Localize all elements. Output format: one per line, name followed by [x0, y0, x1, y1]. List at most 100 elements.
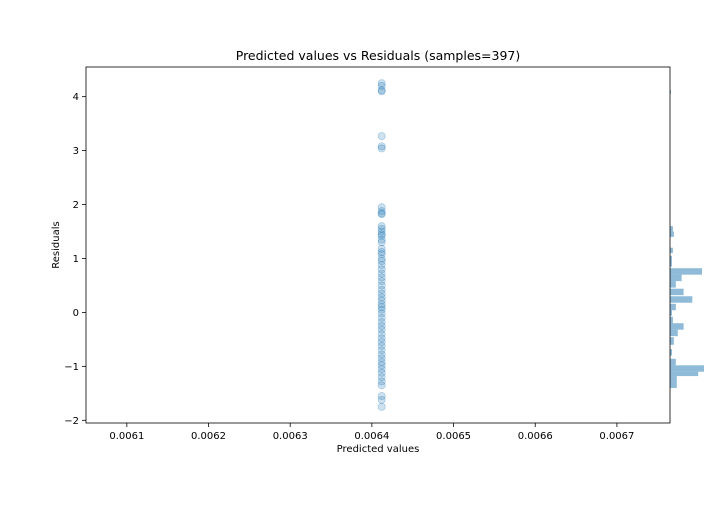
scatter-point [377, 210, 386, 219]
scatter-point [377, 144, 386, 153]
scatter-point [377, 350, 386, 359]
scatter-point [377, 257, 386, 266]
histogram-bar [670, 382, 677, 388]
scatter-point [377, 132, 386, 140]
scatter-point [377, 254, 386, 263]
scatter-point [377, 325, 386, 334]
scatter-point [377, 381, 386, 390]
x-tick-label: 0.0062 [191, 431, 226, 442]
scatter-point [377, 207, 386, 215]
scatter-point [377, 269, 386, 278]
scatter-point [377, 285, 386, 294]
histogram-bar [670, 261, 672, 267]
scatter-point [377, 392, 386, 400]
histogram-bar [670, 371, 699, 377]
scatter-point [377, 87, 386, 96]
x-tick-label: 0.0067 [599, 431, 634, 442]
scatter-point [377, 377, 386, 386]
scatter-point [377, 346, 386, 355]
scatter-point [377, 395, 386, 404]
x-tick-label: 0.0061 [109, 431, 144, 442]
histogram-bar [670, 255, 672, 262]
y-tick-label: −2 [64, 416, 79, 427]
scatter-point [377, 81, 386, 90]
scatter-point [377, 224, 386, 233]
histogram-bar [670, 296, 693, 303]
y-tick-label: 4 [73, 92, 79, 103]
histogram-bar [670, 281, 676, 288]
histogram-bar [670, 337, 674, 345]
y-tick-label: 0 [73, 308, 79, 319]
scatter-point [377, 227, 386, 236]
histogram-bar [670, 310, 672, 316]
histogram-bar [670, 226, 673, 232]
histogram-bar [670, 288, 684, 296]
scatter-point [377, 238, 386, 247]
scatter-point [377, 330, 386, 338]
y-tick-label: 2 [73, 200, 79, 211]
scatter-point [377, 230, 386, 239]
x-axis: 0.0061 0.0062 0.0063 0.0064 0.0065 0.0066 0.00… [109, 423, 634, 442]
histogram-bar [670, 329, 678, 337]
histogram-bar [670, 231, 674, 237]
scatter-point [377, 296, 386, 305]
scatter-point [377, 368, 386, 377]
scatter-point [377, 338, 386, 347]
scatter-point [377, 244, 386, 253]
histogram-bar [670, 247, 673, 254]
scatter-point [377, 361, 386, 370]
scatter-point [377, 203, 386, 212]
x-tick-label: 0.0063 [273, 431, 308, 442]
y-tick-label: 1 [73, 254, 79, 265]
scatter-point [377, 235, 386, 244]
plot-frame [85, 66, 671, 424]
histogram-bar [670, 268, 703, 275]
residual-histogram [670, 90, 704, 388]
y-axis-label: Residuals [51, 221, 62, 268]
scatter-point [377, 289, 386, 298]
scatter-point [377, 265, 386, 274]
scatter-point [377, 222, 386, 231]
y-axis: −2 −1 0 1 2 3 4 [64, 92, 86, 427]
scatter-point [377, 318, 386, 327]
y-tick-label: 3 [73, 146, 79, 157]
histogram-bar [670, 323, 684, 330]
histogram-bar [670, 303, 676, 311]
scatter-point [377, 86, 386, 95]
scatter-point [377, 334, 386, 343]
scatter-point [377, 277, 386, 286]
scatter-point [377, 354, 386, 363]
chart-title: Predicted values vs Residuals (samples=3… [236, 48, 521, 63]
histogram-bar [670, 90, 671, 94]
histogram-bar [670, 358, 676, 366]
scatter-point [377, 309, 386, 318]
scatter-point [377, 358, 386, 366]
scatter-point [377, 321, 386, 330]
scatter-point [377, 373, 386, 382]
x-tick-label: 0.0065 [436, 431, 471, 442]
scatter-point [377, 79, 386, 88]
histogram-bar [670, 349, 672, 356]
histogram-bar [670, 316, 673, 324]
scatter-point [377, 248, 386, 256]
scatter-point [377, 402, 386, 411]
x-tick-label: 0.0064 [354, 431, 389, 442]
scatter-point [377, 293, 386, 302]
scatter-point [377, 305, 386, 314]
scatter-point [377, 303, 386, 311]
scatter-points [377, 79, 386, 411]
scatter-point [377, 273, 386, 282]
scatter-point [377, 300, 386, 309]
scatter-point [377, 313, 386, 322]
x-axis-label: Predicted values [337, 444, 420, 455]
histogram-bar [670, 274, 682, 282]
scatter-point [377, 281, 386, 290]
scatter-point [377, 142, 386, 151]
histogram-bar [670, 365, 704, 372]
scatter-point [377, 341, 386, 350]
histogram-bar [670, 376, 677, 383]
scatter-point [377, 365, 386, 374]
scatter-point [377, 231, 386, 240]
